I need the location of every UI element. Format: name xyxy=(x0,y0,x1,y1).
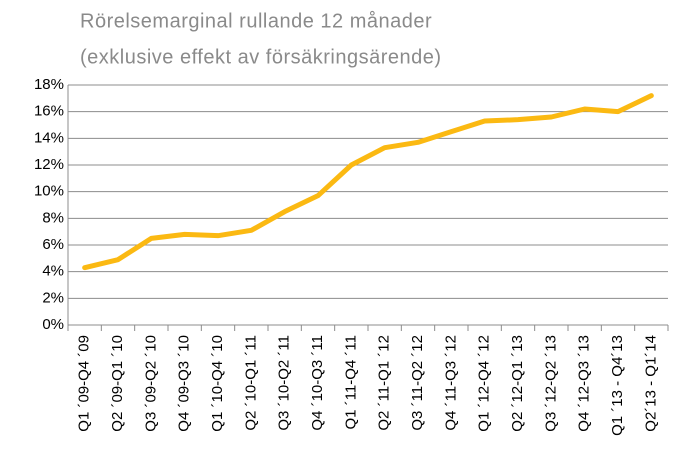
y-tick-label: 6% xyxy=(42,236,64,253)
y-tick-label: 8% xyxy=(42,209,64,226)
x-tick-label: Q4 ´09-Q3 ´10 xyxy=(176,335,193,432)
y-tick-label: 18% xyxy=(34,76,64,93)
line xyxy=(82,93,654,271)
x-tick-label: Q3 ´10-Q2 ´11 xyxy=(276,335,293,431)
x-tick-label: Q1 ´11-Q4 ´11 xyxy=(342,335,359,429)
chart-title: Rörelsemarginal rullande 12 månader xyxy=(80,10,432,32)
x-tick-label: Q1 ´10-Q4 ´10 xyxy=(209,335,226,432)
x-tick-label: Q1 ´13 - Q4´13 xyxy=(609,335,626,436)
x-tick-label: Q2´13 - Q1´14 xyxy=(642,335,659,432)
y-tick-label: 10% xyxy=(34,183,64,200)
x-tick-label: Q3 ´09-Q2 ´10 xyxy=(142,335,159,432)
y-tick-label: 4% xyxy=(42,263,64,280)
x-tick-label: Q2 ´09-Q1 ´10 xyxy=(109,335,126,432)
x-tick-label: Q2 ´12-Q1 ´13 xyxy=(509,335,526,432)
y-tick-label: 0% xyxy=(42,316,64,333)
x-tick-label: Q4 ´12-Q3 ´13 xyxy=(576,335,593,432)
x-tick-label: Q3 ´12-Q2 ´13 xyxy=(542,335,559,432)
x-tick-label: Q1 ´09-Q4 ´09 xyxy=(76,335,93,432)
x-tick-label: Q3 ´11-Q2 ´12 xyxy=(409,335,426,431)
y-tick-label: 16% xyxy=(34,103,64,120)
y-tick-label: 2% xyxy=(42,289,64,306)
y-tick-label: 12% xyxy=(34,156,64,173)
x-tick-label: Q4 ´11-Q3 ´12 xyxy=(442,335,459,431)
x-tick-label: Q2 ´10-Q1 ´11 xyxy=(242,335,259,431)
x-tick-label: Q4 ´10-Q3 ´11 xyxy=(309,335,326,431)
y-tick-label: 14% xyxy=(34,129,64,146)
x-tick-label: Q2 ´11-Q1 ´12 xyxy=(376,335,393,431)
x-tick-label: Q1 ´12-Q4 ´12 xyxy=(476,335,493,432)
chart-subtitle: (exklusive effekt av försäkringsärende) xyxy=(80,46,442,68)
